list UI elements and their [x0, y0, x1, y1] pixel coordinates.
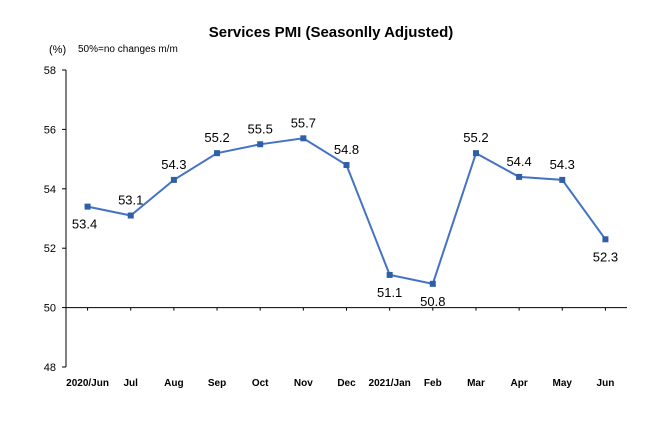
data-labels: 53.4 53.1 54.3 55.2 55.5 55.7 54.8 51.1 50.8 55.2…: [72, 115, 618, 309]
series-line: [84, 135, 609, 287]
x-tick-label: Jul: [124, 378, 139, 389]
chart-title: Services PMI (Seasonlly Adjusted): [209, 24, 454, 41]
chart-note: 50%=no changes m/m: [78, 44, 178, 55]
data-label: 54.4: [506, 154, 531, 169]
x-tick-label: Jun: [597, 378, 615, 389]
x-ticks: 2020/Jun Jul Aug Sep Oct Nov Dec 2021/Jan Feb Mar…: [66, 307, 615, 389]
data-point: [386, 271, 393, 278]
data-label: 51.1: [377, 285, 402, 300]
x-tick-label: Nov: [294, 378, 313, 389]
x-tick-label: Oct: [252, 378, 269, 389]
x-tick-label: May: [553, 378, 573, 389]
x-tick-label: Dec: [337, 378, 356, 389]
data-label: 55.2: [204, 130, 229, 145]
data-label: 55.7: [291, 115, 316, 130]
x-tick-label: 2020/Jun: [66, 378, 109, 389]
data-label: 53.1: [118, 193, 143, 208]
data-point: [127, 212, 134, 219]
data-label: 55.5: [248, 121, 273, 136]
data-point: [300, 135, 307, 142]
y-tick-label: 52: [44, 243, 56, 255]
x-tick-label: 2021/Jan: [369, 378, 411, 389]
data-point: [602, 236, 609, 243]
data-point: [257, 141, 264, 148]
data-point: [472, 150, 479, 157]
data-point: [429, 280, 436, 287]
data-label: 53.4: [72, 217, 97, 232]
data-point: [343, 162, 350, 169]
data-point: [170, 176, 177, 183]
data-label: 54.8: [334, 142, 359, 157]
x-tick-label: Apr: [510, 378, 527, 389]
data-point: [84, 203, 91, 210]
y-tick-label: 58: [44, 65, 56, 77]
y-tick-label: 50: [44, 303, 56, 315]
data-label: 55.2: [463, 130, 488, 145]
data-label: 54.3: [161, 157, 186, 172]
data-label: 54.3: [550, 157, 575, 172]
y-unit-label: (%): [49, 44, 66, 56]
y-ticks: 48 50 52 54 56 58: [44, 65, 66, 374]
x-tick-label: Sep: [208, 378, 226, 389]
x-tick-label: Feb: [424, 378, 442, 389]
x-tick-label: Aug: [164, 378, 183, 389]
data-point: [516, 173, 523, 180]
data-point: [214, 150, 221, 157]
y-tick-label: 56: [44, 124, 56, 136]
data-point: [559, 176, 566, 183]
y-tick-label: 48: [44, 362, 56, 374]
y-tick-label: 54: [44, 184, 56, 196]
x-tick-label: Mar: [467, 378, 485, 389]
axes: [65, 70, 627, 367]
data-label: 50.8: [420, 294, 445, 309]
data-label: 52.3: [593, 249, 618, 264]
